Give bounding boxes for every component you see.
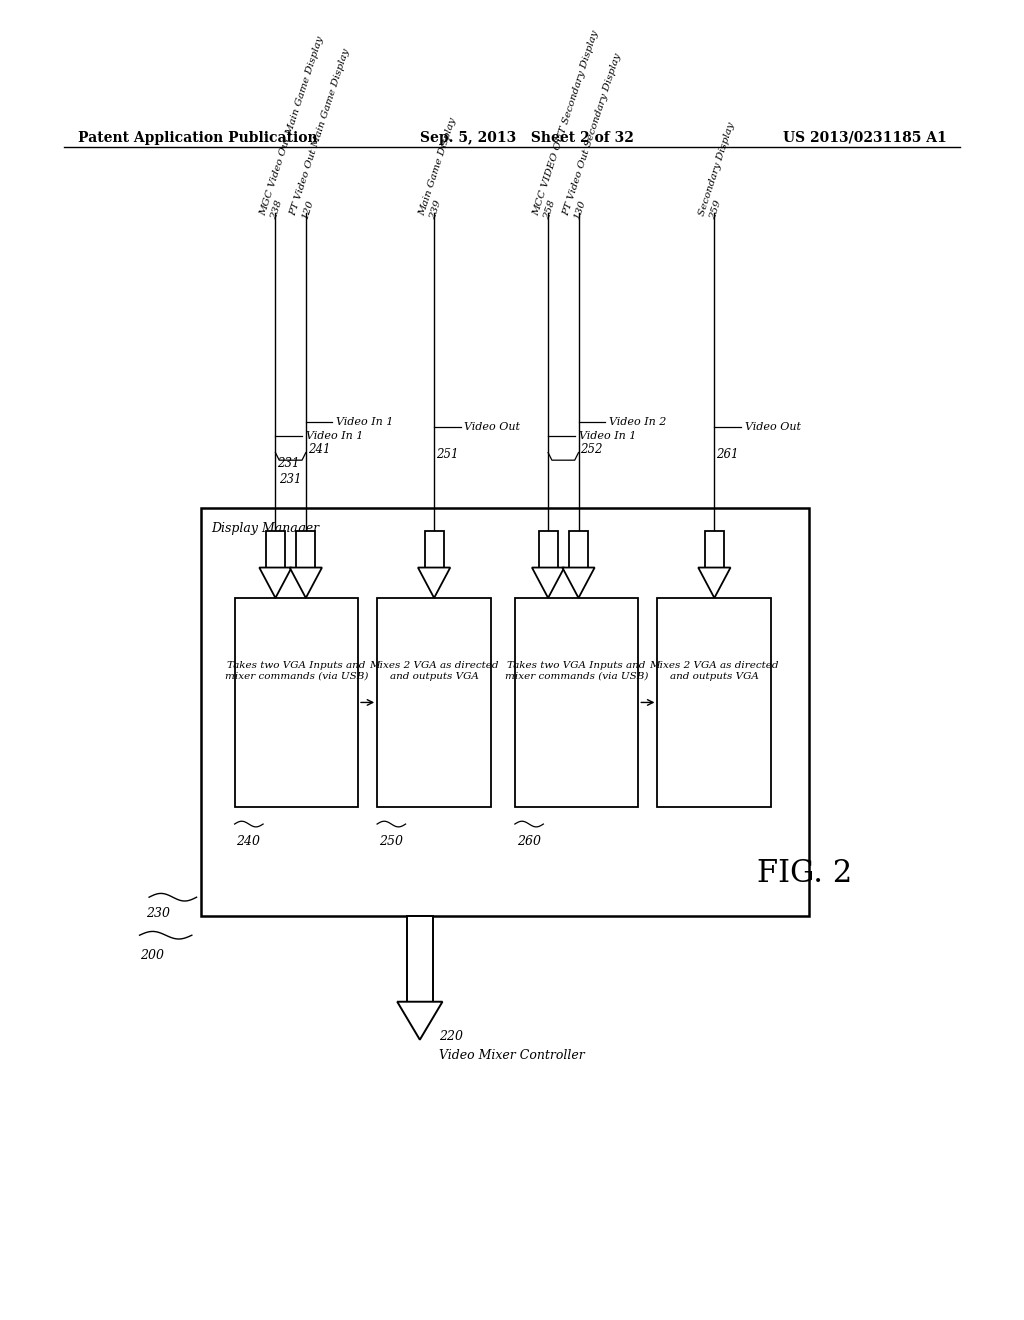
Bar — [425, 532, 443, 568]
Text: Video Out: Video Out — [744, 422, 801, 432]
Polygon shape — [397, 1002, 442, 1040]
Bar — [705, 532, 724, 568]
Text: Secondary Display
259: Secondary Display 259 — [697, 121, 748, 220]
Polygon shape — [418, 568, 451, 598]
Text: Takes two VGA Inputs and
mixer commands (via USB): Takes two VGA Inputs and mixer commands … — [505, 661, 648, 681]
Text: MCC VIDEO OUT Secondary Display
258: MCC VIDEO OUT Secondary Display 258 — [531, 29, 611, 220]
Text: Mixes 2 VGA as directed
and outputs VGA: Mixes 2 VGA as directed and outputs VGA — [370, 661, 499, 681]
Bar — [569, 532, 588, 568]
Bar — [266, 532, 285, 568]
Text: Video In 1: Video In 1 — [306, 432, 364, 441]
Text: 261: 261 — [716, 447, 738, 461]
Text: FIG. 2: FIG. 2 — [757, 858, 852, 888]
Text: PT Video Out Secondary Display
130: PT Video Out Secondary Display 130 — [561, 53, 634, 220]
Bar — [296, 532, 315, 568]
Polygon shape — [698, 568, 730, 598]
Text: Takes two VGA Inputs and
mixer commands (via USB): Takes two VGA Inputs and mixer commands … — [224, 661, 368, 681]
Polygon shape — [259, 568, 292, 598]
Text: MGC Video Out Main Game Display
238: MGC Video Out Main Game Display 238 — [258, 36, 337, 220]
Bar — [539, 532, 558, 568]
Text: Video In 1: Video In 1 — [579, 432, 636, 441]
Text: Patent Application Publication: Patent Application Publication — [78, 131, 317, 144]
Bar — [234, 598, 358, 807]
Text: Display Manager: Display Manager — [211, 521, 318, 535]
Text: 231: 231 — [278, 457, 300, 470]
Text: 251: 251 — [436, 447, 459, 461]
Text: 220: 220 — [439, 1030, 463, 1043]
Polygon shape — [562, 568, 595, 598]
Text: 241: 241 — [308, 444, 330, 457]
Text: Video Out: Video Out — [465, 422, 520, 432]
Polygon shape — [531, 568, 564, 598]
Bar — [515, 598, 638, 807]
Text: 252: 252 — [581, 444, 603, 457]
Text: 260: 260 — [517, 836, 541, 849]
Text: Main Game Display
239: Main Game Display 239 — [417, 116, 469, 220]
Bar — [657, 598, 771, 807]
Text: 240: 240 — [237, 836, 260, 849]
Text: 231: 231 — [280, 474, 302, 487]
Text: Video In 1: Video In 1 — [336, 417, 393, 428]
Text: PT Video Out Main Game Display
120: PT Video Out Main Game Display 120 — [289, 48, 362, 220]
Bar — [377, 598, 492, 807]
Text: US 2013/0231185 A1: US 2013/0231185 A1 — [783, 131, 947, 144]
Text: 250: 250 — [379, 836, 403, 849]
Text: Sep. 5, 2013   Sheet 2 of 32: Sep. 5, 2013 Sheet 2 of 32 — [420, 131, 634, 144]
Text: 200: 200 — [139, 949, 164, 962]
Bar — [407, 916, 433, 1002]
Bar — [202, 508, 809, 916]
Text: Mixes 2 VGA as directed
and outputs VGA: Mixes 2 VGA as directed and outputs VGA — [649, 661, 779, 681]
Text: 230: 230 — [146, 907, 170, 920]
Text: Video In 2: Video In 2 — [609, 417, 667, 428]
Polygon shape — [290, 568, 322, 598]
Text: Video Mixer Controller: Video Mixer Controller — [439, 1049, 585, 1063]
